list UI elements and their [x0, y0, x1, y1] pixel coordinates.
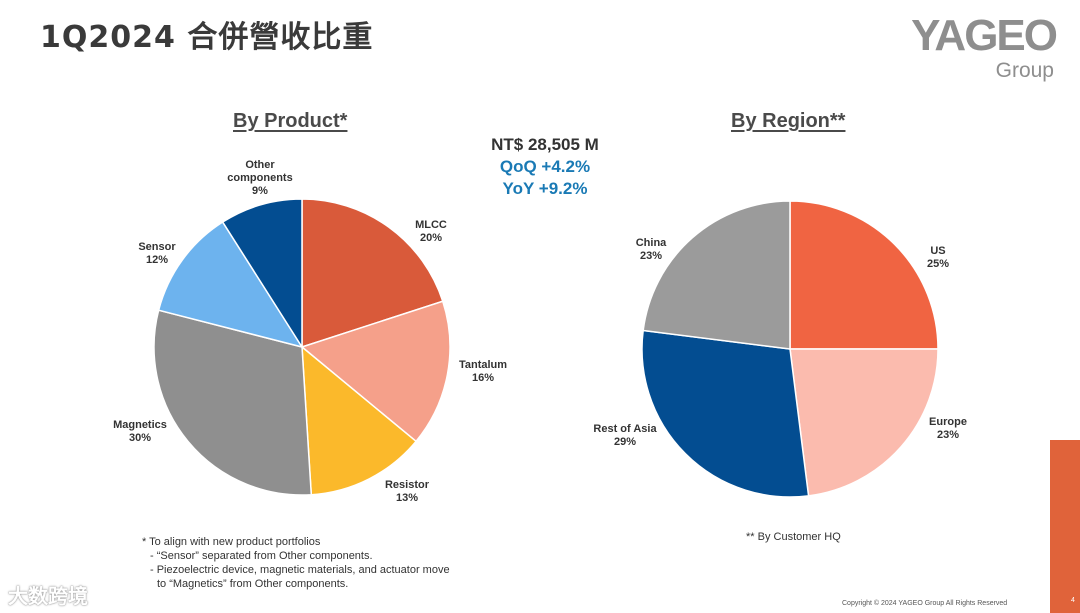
product-chart-title: By Product* — [233, 110, 348, 132]
slice-label-rest-of-asia: Rest of Asia 29% — [593, 423, 657, 448]
slice-label-china: China 23% — [636, 237, 667, 262]
footnote-line: - Piezoelectric device, magnetic materia… — [150, 564, 450, 576]
logo-brand: YAGEO — [911, 11, 1058, 60]
slice-label-europe: Europe 23% — [929, 416, 967, 441]
slice-label-tantalum: Tantalum 16% — [459, 359, 507, 384]
pie-slice-tantalum — [300, 300, 451, 443]
footnote-line: to “Magnetics” from Other components. — [157, 578, 349, 590]
slice-label-sensor: Sensor 12% — [138, 241, 176, 266]
accent-bar — [1050, 440, 1080, 613]
total-revenue: NT$ 28,505 M — [491, 135, 599, 154]
revenue-summary: NT$ 28,505 M QoQ +4.2% YoY +9.2% — [440, 134, 650, 200]
region-chart-title: By Region** — [731, 110, 846, 132]
logo-group: Group — [995, 59, 1054, 82]
qoq-growth: QoQ +4.2% — [499, 157, 591, 176]
yoy-growth: YoY +9.2% — [502, 179, 588, 198]
pie-slice-europe — [789, 348, 939, 497]
slice-label-other-components: Other components 9% — [227, 159, 292, 197]
pie-slice-resistor — [301, 345, 418, 496]
page-title: 1Q2024 合併營收比重 — [40, 20, 374, 55]
footnote-line: - “Sensor” separated from Other componen… — [150, 550, 373, 562]
pie-slice-china — [642, 200, 791, 350]
region-footnote: ** By Customer HQ — [746, 531, 841, 543]
product-footnote: * To align with new product portfolios -… — [142, 535, 450, 591]
pie-slice-other-components — [221, 198, 303, 350]
product-pie-chart: MLCC 20% Tantalum 16% Resistor 13% Magnetics 30… — [113, 159, 507, 504]
slice-label-mlcc: MLCC 20% — [415, 219, 447, 244]
watermark-text: 大数跨境 — [8, 584, 88, 608]
slice-label-resistor: Resistor 13% — [385, 479, 430, 504]
pie-slice-mlcc — [301, 198, 444, 349]
yageo-logo: YAGEO Group — [896, 11, 1058, 82]
region-pie-chart: US 25% Europe 23% Rest of Asia 29% China 23% — [593, 200, 967, 498]
pie-slice-rest-of-asia — [641, 329, 810, 498]
pie-slice-sensor — [157, 221, 304, 349]
copyright-text: Copyright © 2024 YAGEO Group All Rights … — [842, 600, 1008, 607]
slice-label-us: US 25% — [927, 245, 949, 270]
pie-slice-us — [789, 200, 939, 350]
pie-slice-magnetics — [153, 309, 313, 496]
footnote-line: * To align with new product portfolios — [142, 536, 321, 548]
slice-label-magnetics: Magnetics 30% — [113, 419, 167, 444]
page-number: 4 — [1071, 597, 1075, 604]
